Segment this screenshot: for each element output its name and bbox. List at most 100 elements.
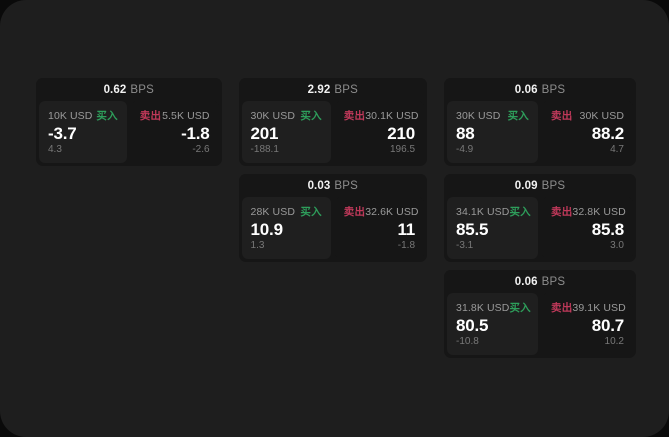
- sell-usd-amount: 32.8K USD: [572, 205, 626, 218]
- sell-usd-amount: 32.6K USD: [365, 205, 419, 218]
- buy-usd-amount: 34.1K USD: [456, 205, 510, 218]
- buy-sub-value: 1.3: [250, 240, 265, 251]
- quote-card[interactable]: 0.62 BPS 10K USD 买入 -3.7 4.3 卖出: [36, 78, 222, 166]
- sell-panel[interactable]: 卖出 30.1K USD 210 196.5: [334, 101, 425, 163]
- sell-panel-header: 卖出 39.1K USD: [551, 301, 626, 315]
- sell-panel-header: 卖出 30.1K USD: [343, 109, 419, 123]
- buy-panel-header: 31.8K USD 买入: [456, 301, 531, 315]
- buy-panel[interactable]: 34.1K USD 买入 85.5 -3.1: [447, 197, 538, 259]
- bps-value: 0.06: [514, 83, 538, 96]
- sell-side-label: 卖出: [551, 206, 573, 218]
- buy-panel-header: 34.1K USD 买入: [456, 205, 531, 219]
- sell-side-label: 卖出: [343, 206, 366, 218]
- buy-value: 88: [456, 124, 475, 143]
- sell-value: 85.8: [591, 220, 624, 239]
- sell-usd-amount: 39.1K USD: [572, 301, 626, 314]
- card-panels: 34.1K USD 买入 85.5 -3.1 卖出 32.8K USD 85.8…: [444, 197, 636, 262]
- sell-value: 88.2: [591, 124, 624, 143]
- buy-side-label: 买入: [96, 110, 118, 122]
- buy-sub-value: -188.1: [250, 144, 279, 155]
- bps-unit-label: BPS: [541, 179, 566, 192]
- sell-sub-value: 10.2: [604, 336, 624, 347]
- bps-unit-label: BPS: [334, 179, 358, 192]
- card-header: 0.03 BPS: [238, 174, 427, 197]
- quote-card-grid: 0.62 BPS 10K USD 买入 -3.7 4.3 卖出: [36, 78, 636, 358]
- sell-panel[interactable]: 卖出 32.8K USD 85.8 3.0: [542, 197, 633, 259]
- buy-panel-header: 30K USD 买入: [250, 109, 322, 123]
- card-panels: 10K USD 买入 -3.7 4.3 卖出 5.5K USD -1.8 -2.…: [36, 101, 222, 166]
- bps-unit-label: BPS: [541, 275, 566, 288]
- buy-panel[interactable]: 31.8K USD 买入 80.5 -10.8: [447, 293, 538, 355]
- card-panels: 28K USD 买入 10.9 1.3 卖出 32.6K USD 11 -1.8: [239, 197, 427, 262]
- quote-card[interactable]: 2.92 BPS 30K USD 买入 201 -188.1 卖出: [238, 78, 427, 166]
- quote-card[interactable]: 0.06 BPS 30K USD 买入 88 -4.9 卖出: [444, 78, 636, 166]
- sell-usd-amount: 30K USD: [579, 109, 624, 122]
- card-header: 0.62 BPS: [36, 78, 222, 101]
- buy-panel[interactable]: 10K USD 买入 -3.7 4.3: [39, 101, 127, 163]
- buy-value: 85.5: [456, 220, 489, 239]
- sell-panel[interactable]: 卖出 5.5K USD -1.8 -2.6: [130, 101, 219, 163]
- buy-panel[interactable]: 30K USD 买入 88 -4.9: [447, 101, 538, 163]
- bps-value: 0.03: [307, 179, 331, 192]
- bps-value: 2.92: [307, 83, 331, 96]
- quote-card[interactable]: 0.09 BPS 34.1K USD 买入 85.5 -3.1 卖出: [444, 174, 636, 262]
- buy-usd-amount: 30K USD: [456, 109, 501, 122]
- buy-side-label: 买入: [300, 206, 322, 218]
- sell-sub-value: 3.0: [610, 240, 624, 251]
- sell-side-label: 卖出: [551, 302, 573, 314]
- sell-sub-value: 196.5: [389, 144, 416, 155]
- buy-panel[interactable]: 30K USD 买入 201 -188.1: [241, 101, 331, 163]
- sell-value: 80.7: [591, 316, 624, 335]
- sell-panel[interactable]: 卖出 32.6K USD 11 -1.8: [334, 197, 425, 259]
- card-header: 0.06 BPS: [444, 270, 636, 293]
- sell-side-label: 卖出: [343, 110, 366, 122]
- card-panels: 30K USD 买入 88 -4.9 卖出 30K USD 88.2 4.7: [444, 101, 636, 166]
- buy-usd-amount: 31.8K USD: [456, 301, 510, 314]
- sell-value: -1.8: [181, 124, 210, 143]
- buy-panel-header: 30K USD 买入: [456, 109, 529, 123]
- sell-usd-amount: 30.1K USD: [365, 109, 419, 122]
- bps-unit-label: BPS: [130, 83, 154, 96]
- bps-unit-label: BPS: [541, 83, 566, 96]
- buy-side-label: 买入: [509, 302, 531, 314]
- column-3: 0.06 BPS 30K USD 买入 88 -4.9 卖出: [444, 78, 636, 358]
- buy-value: 80.5: [456, 316, 489, 335]
- quote-card[interactable]: 0.03 BPS 28K USD 买入 10.9 1.3 卖出: [238, 174, 427, 262]
- buy-panel[interactable]: 28K USD 买入 10.9 1.3: [241, 197, 331, 259]
- buy-value: 10.9: [250, 220, 283, 239]
- buy-usd-amount: 30K USD: [250, 109, 296, 122]
- buy-usd-amount: 28K USD: [250, 205, 296, 218]
- sell-value: 210: [387, 124, 416, 143]
- buy-value: 201: [250, 124, 279, 143]
- sell-panel[interactable]: 卖出 39.1K USD 80.7 10.2: [542, 293, 633, 355]
- sell-panel[interactable]: 卖出 30K USD 88.2 4.7: [542, 101, 633, 163]
- quote-card[interactable]: 0.06 BPS 31.8K USD 买入 80.5 -10.8 卖: [444, 270, 636, 358]
- sell-sub-value: -2.6: [192, 144, 210, 155]
- buy-side-label: 买入: [300, 110, 322, 122]
- bps-value: 0.62: [103, 83, 127, 96]
- buy-sub-value: -10.8: [456, 336, 479, 347]
- card-panels: 31.8K USD 买入 80.5 -10.8 卖出 39.1K USD 80.…: [444, 293, 636, 358]
- buy-sub-value: -4.9: [456, 144, 474, 155]
- sell-panel-header: 卖出 32.6K USD: [343, 205, 419, 219]
- card-header: 0.06 BPS: [444, 78, 636, 101]
- sell-panel-header: 卖出 32.8K USD: [551, 205, 626, 219]
- buy-sub-value: -3.1: [456, 240, 474, 251]
- buy-panel-header: 10K USD 买入: [48, 109, 118, 123]
- card-header: 2.92 BPS: [238, 78, 427, 101]
- bps-value: 0.09: [514, 179, 538, 192]
- buy-sub-value: 4.3: [48, 144, 62, 155]
- buy-panel-header: 28K USD 买入: [250, 205, 322, 219]
- card-header: 0.09 BPS: [444, 174, 636, 197]
- sell-sub-value: -1.8: [397, 240, 416, 251]
- sell-usd-amount: 5.5K USD: [162, 109, 210, 122]
- sell-sub-value: 4.7: [610, 144, 624, 155]
- sell-side-label: 卖出: [551, 110, 573, 122]
- sell-side-label: 卖出: [139, 110, 162, 122]
- column-2: 2.92 BPS 30K USD 买入 201 -188.1 卖出: [238, 78, 427, 262]
- bps-value: 0.06: [514, 275, 538, 288]
- sell-value: 11: [397, 220, 416, 239]
- buy-value: -3.7: [48, 124, 77, 143]
- buy-side-label: 买入: [507, 110, 529, 122]
